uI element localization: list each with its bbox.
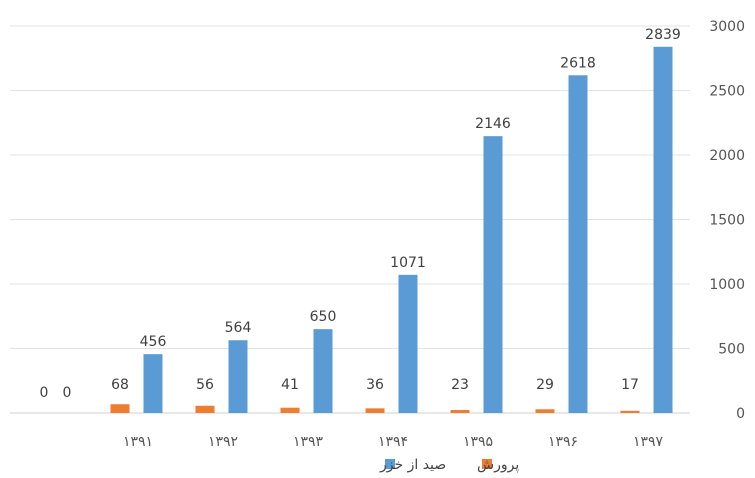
bar-saidazkhazar xyxy=(653,46,673,413)
bar-saidazkhazar xyxy=(483,136,503,413)
x-axis-tick-labels: ۱۳۹۱ ۱۳۹۲ ۱۳۹۳ ۱۳۹۴ ۱۳۹۵ ۱۳۹۶ ۱۳۹۷ xyxy=(123,434,664,450)
y-tick-label: 1500 xyxy=(709,213,745,229)
data-labels: 68 456 56 564 41 650 36 1071 23 2146 29 2618 17 2839 0… xyxy=(40,27,681,401)
data-label-saidazkhazar: 564 xyxy=(225,320,252,336)
bar-parvaresh xyxy=(535,409,555,413)
y-tick-label: 3000 xyxy=(709,19,745,35)
x-tick-label: ۱۳۹۶ xyxy=(548,434,578,450)
data-label-saidazkhazar: 2839 xyxy=(645,27,681,43)
data-label-parvaresh: 36 xyxy=(366,377,384,393)
y-tick-label: 1000 xyxy=(709,277,745,293)
data-label-parvaresh: 29 xyxy=(536,377,554,393)
y-axis-tick-labels: 0 500 1000 1500 2000 2500 3000 xyxy=(709,19,745,422)
x-tick-label: ۱۳۹۱ xyxy=(123,434,153,450)
gridlines xyxy=(10,25,690,414)
x-tick-label: ۱۳۹۴ xyxy=(378,434,408,450)
data-label-saidazkhazar: 650 xyxy=(310,309,337,325)
x-tick-label: ۱۳۹۳ xyxy=(293,434,324,450)
data-label-parvaresh: 17 xyxy=(621,377,639,393)
bar-parvaresh xyxy=(365,408,385,413)
bar-parvaresh xyxy=(450,410,470,413)
x-tick-label: ۱۳۹۵ xyxy=(463,434,493,450)
data-label-saidazkhazar: 2146 xyxy=(475,116,511,132)
data-label-zero: 0 xyxy=(63,385,72,401)
bar-saidazkhazar xyxy=(398,274,418,413)
x-tick-label: ۱۳۹۲ xyxy=(208,434,238,450)
bar-saidazkhazar xyxy=(228,340,248,413)
legend: صید از خزر پرورش xyxy=(379,457,519,473)
y-tick-label: 0 xyxy=(736,406,745,422)
bar-saidazkhazar xyxy=(143,354,163,413)
data-label-zero: 0 xyxy=(40,385,49,401)
bar-parvaresh xyxy=(110,404,130,413)
data-label-parvaresh: 56 xyxy=(196,377,214,393)
legend-swatch-saidazkhazar xyxy=(385,459,395,469)
data-label-parvaresh: 68 xyxy=(111,377,129,393)
data-label-saidazkhazar: 2618 xyxy=(560,55,596,71)
y-tick-label: 2500 xyxy=(709,84,745,100)
bar-saidazkhazar xyxy=(313,329,333,413)
legend-label-parvaresh: پرورش xyxy=(477,457,519,473)
x-tick-label: ۱۳۹۷ xyxy=(633,434,664,450)
y-tick-label: 500 xyxy=(718,342,745,358)
bar-parvaresh xyxy=(280,407,300,413)
bar-parvaresh xyxy=(195,405,215,413)
data-label-saidazkhazar: 1071 xyxy=(390,255,426,271)
data-label-parvaresh: 41 xyxy=(281,377,299,393)
bar-parvaresh xyxy=(620,410,640,413)
bars xyxy=(110,46,673,413)
y-tick-label: 2000 xyxy=(709,148,745,164)
bar-saidazkhazar xyxy=(568,75,588,413)
legend-label-saidazkhazar: صید از خزر xyxy=(379,457,446,473)
legend-swatch-parvaresh xyxy=(482,459,492,469)
data-label-parvaresh: 23 xyxy=(451,377,469,393)
data-label-saidazkhazar: 456 xyxy=(140,334,167,350)
